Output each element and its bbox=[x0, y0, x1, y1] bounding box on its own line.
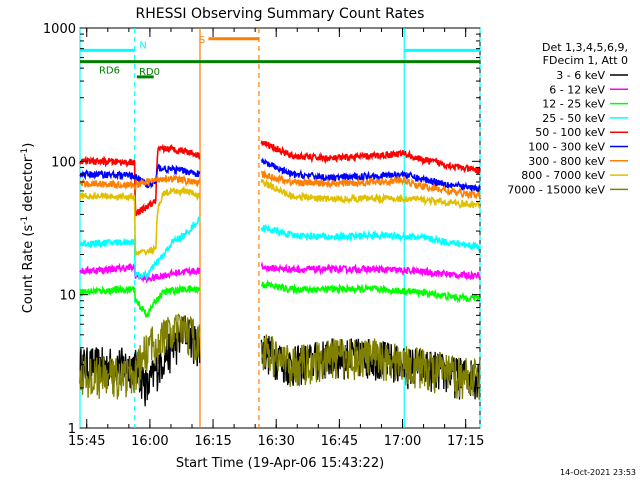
top-bar-label: S bbox=[199, 35, 205, 46]
legend-label: 25 - 50 keV bbox=[542, 112, 605, 125]
chart-title: RHESSI Observing Summary Count Rates bbox=[136, 6, 425, 22]
top-bar-label: RD6 bbox=[99, 66, 120, 77]
series-layer bbox=[79, 140, 481, 407]
legend-label: 12 - 25 keV bbox=[542, 98, 605, 111]
series-line bbox=[260, 223, 481, 253]
y-axis-label: Count Rate (s-1 detector-1) bbox=[20, 143, 36, 314]
series-line bbox=[79, 283, 201, 318]
x-axis-label: Start Time (19-Apr-06 15:43:22) bbox=[176, 456, 384, 471]
legend-label: 6 - 12 keV bbox=[549, 83, 605, 96]
series-line bbox=[260, 334, 481, 400]
x-tick-label: 16:30 bbox=[257, 434, 294, 449]
series-line bbox=[261, 169, 481, 200]
series-line bbox=[79, 173, 201, 191]
y-axis-label-sup1: -1 bbox=[20, 216, 30, 225]
legend-label: 300 - 800 keV bbox=[528, 155, 605, 168]
series-line bbox=[79, 185, 201, 256]
series-line bbox=[260, 279, 481, 304]
series-line bbox=[79, 216, 201, 281]
y-tick-label: 1000 bbox=[43, 22, 76, 37]
series-line bbox=[260, 178, 481, 210]
y-axis-label-end: ) bbox=[21, 143, 36, 148]
legend-label: 7000 - 15000 keV bbox=[507, 183, 605, 196]
legend-header-1: Det 1,3,4,5,6,9, bbox=[542, 41, 628, 54]
y-axis-label-main: Count Rate (s bbox=[21, 225, 36, 314]
y-tick-label: 1 bbox=[68, 422, 76, 437]
top-bar-label: RD0 bbox=[139, 67, 160, 78]
x-tick-label: 16:15 bbox=[194, 434, 231, 449]
legend: Det 1,3,4,5,6,9, FDecim 1, Att 0 3 - 6 k… bbox=[507, 41, 628, 196]
series-line bbox=[79, 163, 201, 190]
legend-label: 100 - 300 keV bbox=[528, 141, 605, 154]
x-tick-label: 16:45 bbox=[321, 434, 358, 449]
y-axis: 1 10 100 1000 bbox=[43, 22, 480, 437]
legend-label: 800 - 7000 keV bbox=[521, 169, 605, 182]
top-bars: N S RD6 RD0 bbox=[80, 35, 480, 79]
legend-label: 3 - 6 keV bbox=[556, 69, 605, 82]
footer-timestamp: 14-Oct-2021 23:53 bbox=[560, 468, 636, 477]
x-axis: 15:45 16:00 16:15 16:30 16:45 17:00 17:15 bbox=[68, 28, 484, 449]
top-bar-label: N bbox=[139, 40, 146, 51]
x-tick-label: 17:00 bbox=[384, 434, 421, 449]
y-tick-label: 10 bbox=[59, 289, 76, 304]
series-line bbox=[260, 261, 481, 281]
x-tick-label: 15:45 bbox=[68, 434, 105, 449]
y-axis-label-mid: detector bbox=[21, 156, 36, 216]
series-line bbox=[79, 313, 201, 400]
legend-label: 50 - 100 keV bbox=[535, 126, 605, 139]
series-line bbox=[260, 140, 481, 175]
legend-header-2: FDecim 1, Att 0 bbox=[543, 54, 628, 67]
x-tick-label: 17:15 bbox=[447, 434, 484, 449]
x-tick-label: 16:00 bbox=[131, 434, 168, 449]
y-tick-label: 100 bbox=[51, 155, 76, 170]
y-axis-label-sup2: -1 bbox=[20, 148, 30, 157]
series-line bbox=[79, 143, 201, 217]
